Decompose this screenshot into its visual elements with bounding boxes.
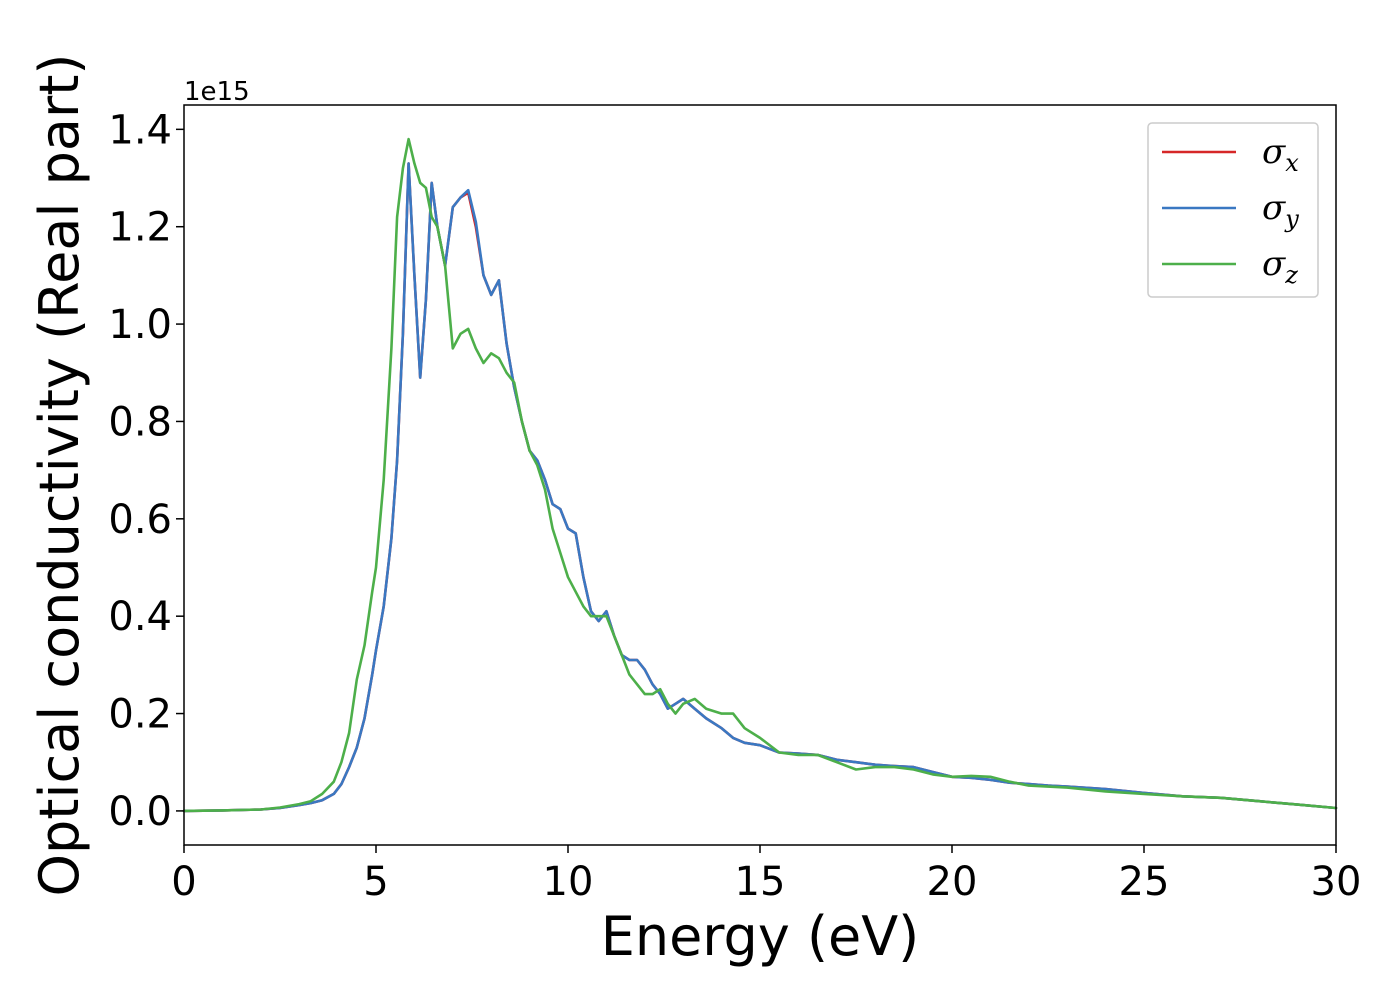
legend-frame [1147,122,1319,298]
x-tick-label: 30 [1311,859,1362,905]
y-tick-label: 0.2 [108,692,172,738]
series-line-y [182,162,1338,813]
y-tick-label: 1.0 [108,302,172,348]
legend-label-x: σx [1262,132,1299,177]
x-axis-ticks: 0 5 10 15 20 25 30 [171,845,1361,905]
series-layer [182,137,1338,813]
x-tick-label: 0 [171,859,196,905]
x-tick-label: 15 [735,859,786,905]
y-tick-label: 1.4 [108,107,172,153]
y-axis-offset-label: 1e15 [184,77,250,107]
series-line-z [182,137,1338,813]
y-tick-label: 1.2 [108,205,172,251]
y-tick-label: 0.4 [108,594,172,640]
legend-label-y: σy [1262,188,1299,233]
x-axis-label: Energy (eV) [601,905,920,968]
x-tick-label: 10 [543,859,594,905]
x-tick-label: 25 [1119,859,1170,905]
y-axis-ticks: 0.0 0.2 0.4 0.6 0.8 1.0 1.2 1.4 [108,107,184,835]
plot-background [184,105,1336,845]
y-tick-label: 0.6 [108,497,172,543]
x-tick-label: 20 [927,859,978,905]
y-tick-label: 0.8 [108,399,172,445]
legend-label-z: σz [1262,244,1298,289]
legend: σx σy σz [1147,122,1319,298]
y-tick-label: 0.0 [108,789,172,835]
x-tick-label: 5 [363,859,388,905]
y-axis-label: Optical conductivity (Real part) [28,54,91,897]
